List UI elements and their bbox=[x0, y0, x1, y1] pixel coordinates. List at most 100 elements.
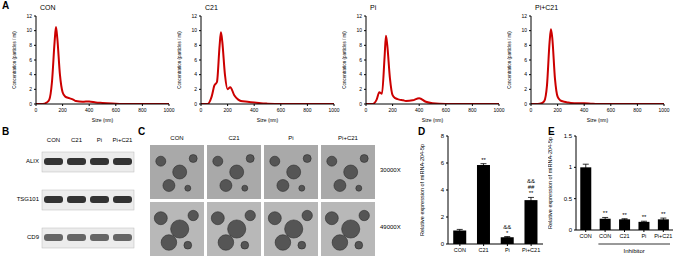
svg-text:600: 600 bbox=[442, 107, 451, 113]
svg-text:2: 2 bbox=[441, 214, 445, 220]
svg-text:Size (nm): Size (nm) bbox=[587, 117, 609, 123]
svg-text:10: 10 bbox=[356, 27, 362, 33]
svg-text:Size (nm): Size (nm) bbox=[422, 117, 444, 123]
svg-text:Size (nm): Size (nm) bbox=[257, 117, 279, 123]
svg-text:12: 12 bbox=[521, 13, 527, 19]
svg-text:CON: CON bbox=[47, 137, 60, 143]
svg-text:800: 800 bbox=[633, 107, 642, 113]
svg-text:0: 0 bbox=[35, 107, 38, 113]
svg-text:TSG101: TSG101 bbox=[17, 196, 40, 202]
svg-text:400: 400 bbox=[85, 107, 94, 113]
svg-text:0.5: 0.5 bbox=[564, 196, 573, 202]
svg-text:**: ** bbox=[603, 210, 608, 216]
svg-text:2: 2 bbox=[524, 86, 527, 92]
svg-text:Relative expression of miRNA-2: Relative expression of miRNA-204-5p bbox=[420, 144, 425, 236]
svg-text:Pi: Pi bbox=[97, 137, 102, 143]
svg-text:Pi+C21: Pi+C21 bbox=[654, 233, 672, 239]
svg-text:2: 2 bbox=[194, 86, 197, 92]
svg-text:0: 0 bbox=[194, 101, 197, 107]
svg-text:1000: 1000 bbox=[163, 107, 174, 113]
svg-text:4: 4 bbox=[524, 71, 527, 77]
svg-text:0: 0 bbox=[359, 101, 362, 107]
svg-text:Concentration (particles / ml): Concentration (particles / ml) bbox=[177, 31, 182, 89]
svg-text:400: 400 bbox=[250, 107, 259, 113]
svg-text:*: * bbox=[506, 230, 509, 236]
svg-text:400: 400 bbox=[580, 107, 589, 113]
svg-text:200: 200 bbox=[553, 107, 562, 113]
svg-text:ALIX: ALIX bbox=[26, 158, 39, 164]
svg-text:0: 0 bbox=[569, 227, 573, 233]
svg-text:10: 10 bbox=[191, 27, 197, 33]
svg-text:CON: CON bbox=[599, 233, 611, 239]
svg-text:Size (nm): Size (nm) bbox=[92, 117, 114, 123]
svg-text:800: 800 bbox=[138, 107, 147, 113]
svg-text:12: 12 bbox=[191, 13, 197, 19]
svg-text:8: 8 bbox=[441, 133, 445, 139]
svg-text:Pi: Pi bbox=[641, 233, 646, 239]
svg-text:Concentration (particles / ml): Concentration (particles / ml) bbox=[507, 31, 512, 89]
svg-text:Pi: Pi bbox=[505, 247, 510, 253]
svg-text:CON: CON bbox=[580, 233, 592, 239]
svg-text:**: ** bbox=[642, 214, 647, 220]
svg-text:8: 8 bbox=[29, 42, 32, 48]
svg-text:Inhibitor: Inhibitor bbox=[624, 248, 645, 254]
svg-text:600: 600 bbox=[277, 107, 286, 113]
svg-text:2: 2 bbox=[29, 86, 32, 92]
svg-text:4: 4 bbox=[194, 71, 197, 77]
svg-text:0: 0 bbox=[200, 107, 203, 113]
svg-text:800: 800 bbox=[468, 107, 477, 113]
svg-text:10: 10 bbox=[26, 27, 32, 33]
svg-text:1000: 1000 bbox=[658, 107, 669, 113]
svg-text:200: 200 bbox=[388, 107, 397, 113]
svg-text:10: 10 bbox=[521, 27, 527, 33]
svg-text:200: 200 bbox=[58, 107, 67, 113]
svg-text:Concentration (particles / ml): Concentration (particles / ml) bbox=[12, 31, 17, 89]
svg-text:1: 1 bbox=[569, 164, 573, 170]
svg-text:4: 4 bbox=[441, 187, 445, 193]
svg-text:**: ** bbox=[661, 211, 666, 217]
svg-text:8: 8 bbox=[359, 42, 362, 48]
svg-text:Concentration (particles / ml): Concentration (particles / ml) bbox=[342, 31, 347, 89]
svg-text:12: 12 bbox=[356, 13, 362, 19]
svg-text:1.5: 1.5 bbox=[564, 133, 573, 139]
svg-text:CON: CON bbox=[170, 135, 183, 141]
svg-text:Pi+C21: Pi+C21 bbox=[338, 135, 359, 141]
svg-text:C21: C21 bbox=[71, 137, 83, 143]
svg-text:**: ** bbox=[622, 212, 627, 218]
svg-text:200: 200 bbox=[223, 107, 232, 113]
svg-text:2: 2 bbox=[359, 86, 362, 92]
svg-text:C21: C21 bbox=[479, 247, 489, 253]
svg-text:C21: C21 bbox=[228, 135, 240, 141]
svg-text:1000: 1000 bbox=[493, 107, 504, 113]
svg-text:49000X: 49000X bbox=[380, 224, 401, 230]
svg-text:Pi+C21: Pi+C21 bbox=[522, 247, 540, 253]
svg-text:4: 4 bbox=[29, 71, 32, 77]
svg-text:Pi: Pi bbox=[288, 135, 293, 141]
svg-text:C21: C21 bbox=[619, 233, 629, 239]
svg-text:0: 0 bbox=[29, 101, 32, 107]
svg-text:6: 6 bbox=[524, 57, 527, 63]
svg-text:0: 0 bbox=[530, 107, 533, 113]
svg-text:600: 600 bbox=[607, 107, 616, 113]
svg-text:400: 400 bbox=[415, 107, 424, 113]
svg-text:0: 0 bbox=[441, 241, 445, 247]
svg-text:8: 8 bbox=[194, 42, 197, 48]
svg-text:8: 8 bbox=[524, 42, 527, 48]
svg-text:30000X: 30000X bbox=[380, 167, 401, 173]
svg-text:800: 800 bbox=[303, 107, 312, 113]
svg-text:1000: 1000 bbox=[328, 107, 339, 113]
svg-text:CD9: CD9 bbox=[27, 234, 40, 240]
svg-text:4: 4 bbox=[359, 71, 362, 77]
svg-text:0: 0 bbox=[524, 101, 527, 107]
svg-text:6: 6 bbox=[359, 57, 362, 63]
svg-text:CON: CON bbox=[454, 247, 466, 253]
svg-text:Relative expression of miRNA-2: Relative expression of miRNA-204-5p bbox=[548, 137, 553, 229]
svg-text:**: ** bbox=[529, 190, 534, 196]
svg-text:6: 6 bbox=[29, 57, 32, 63]
svg-text:**: ** bbox=[481, 157, 486, 163]
svg-text:12: 12 bbox=[26, 13, 32, 19]
svg-text:600: 600 bbox=[112, 107, 121, 113]
svg-text:0: 0 bbox=[365, 107, 368, 113]
svg-text:6: 6 bbox=[441, 160, 445, 166]
svg-text:6: 6 bbox=[194, 57, 197, 63]
